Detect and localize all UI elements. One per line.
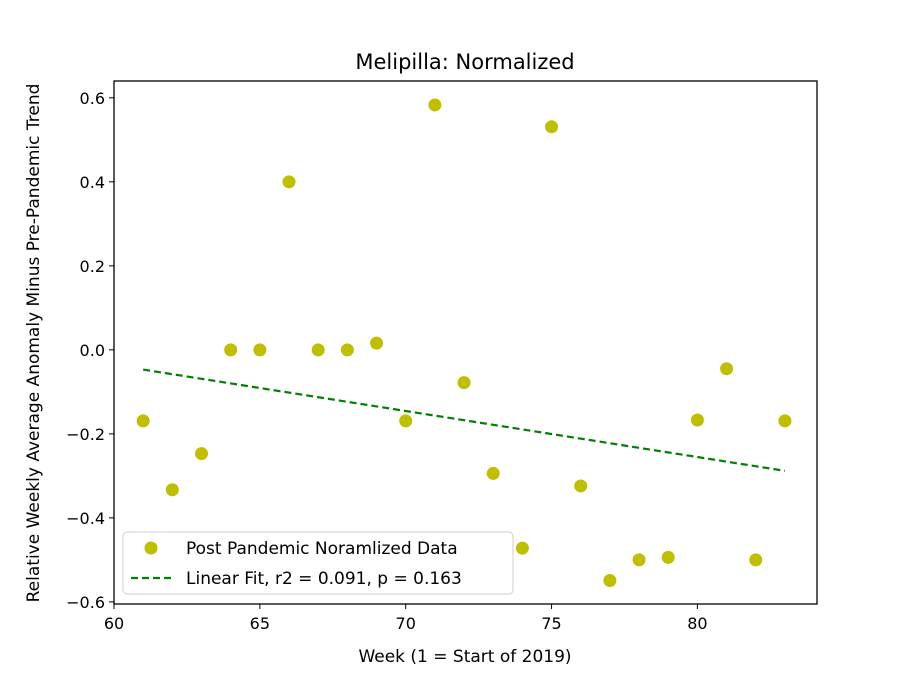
x-axis-ticks: 60 65 70 75 80 — [104, 604, 708, 633]
legend-marker-scatter — [144, 541, 158, 555]
legend-box — [122, 531, 514, 595]
x-tick-label: 60 — [104, 614, 124, 633]
data-point — [574, 479, 588, 493]
data-point — [370, 336, 384, 350]
data-point — [165, 483, 179, 497]
data-point — [253, 343, 267, 357]
x-tick-label: 80 — [687, 614, 707, 633]
data-point — [661, 550, 675, 564]
y-axis-ticks: −0.6 −0.4 −0.2 0.0 0.2 0.4 0.6 — [66, 89, 114, 612]
x-axis-label: Week (1 = Start of 2019) — [358, 647, 571, 667]
data-point — [399, 414, 413, 428]
y-tick-label: 0.2 — [80, 257, 105, 276]
data-point — [486, 466, 500, 480]
legend-label-fit: Linear Fit, r2 = 0.091, p = 0.163 — [186, 569, 462, 589]
data-point — [778, 414, 792, 428]
data-point — [136, 414, 150, 428]
data-point — [515, 541, 529, 555]
x-tick-label: 65 — [250, 614, 270, 633]
y-tick-label: 0.6 — [80, 89, 105, 108]
legend: Post Pandemic Noramlized Data Linear Fit… — [122, 531, 514, 595]
chart-title: Melipilla: Normalized — [355, 50, 574, 74]
fit-line — [142, 368, 786, 472]
data-point — [457, 376, 471, 390]
x-tick-label: 75 — [541, 614, 561, 633]
plot-frame — [113, 80, 818, 605]
y-tick-label: −0.4 — [66, 509, 105, 528]
y-tick-label: 0.4 — [80, 173, 105, 192]
data-point — [282, 175, 296, 189]
y-tick-label: 0.0 — [80, 341, 105, 360]
data-point — [749, 553, 763, 567]
y-axis-label: Relative Weekly Average Anomaly Minus Pr… — [24, 84, 44, 603]
data-point — [603, 573, 617, 587]
data-point — [340, 343, 354, 357]
y-tick-label: −0.2 — [66, 425, 105, 444]
x-tick-label: 70 — [396, 614, 416, 633]
data-point — [195, 447, 209, 461]
data-point — [720, 362, 734, 376]
y-tick-label: −0.6 — [66, 593, 105, 612]
data-point — [311, 343, 325, 357]
data-point — [632, 553, 646, 567]
plot-marks — [136, 98, 792, 587]
data-point — [545, 120, 559, 134]
legend-label-scatter: Post Pandemic Noramlized Data — [186, 539, 458, 559]
data-point — [428, 98, 442, 112]
data-point — [224, 343, 238, 357]
data-point — [690, 413, 704, 427]
